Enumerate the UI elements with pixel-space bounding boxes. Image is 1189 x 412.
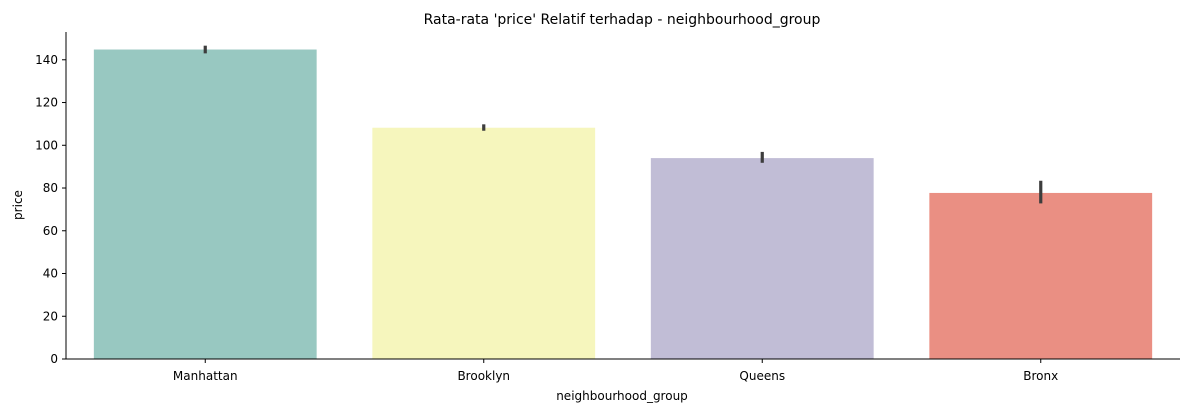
y-tick-label: 100 — [35, 138, 58, 152]
bar-brooklyn — [372, 127, 596, 359]
x-tick-label: Queens — [739, 369, 785, 383]
x-tick-label: Brooklyn — [457, 369, 510, 383]
y-tick-label: 80 — [43, 181, 58, 195]
error-bars-group — [203, 45, 1043, 204]
y-tick-label: 120 — [35, 96, 58, 110]
y-tick-label: 60 — [43, 224, 58, 238]
x-axis: Manhattan Brooklyn Queens Bronx — [66, 358, 1180, 383]
y-axis: 0 20 40 60 80 100 120 140 — [35, 32, 67, 366]
y-axis-label: price — [11, 190, 25, 220]
bars-group — [93, 49, 1153, 360]
bar-manhattan — [93, 49, 317, 360]
bar-bronx — [929, 192, 1153, 359]
x-tick-label: Bronx — [1023, 369, 1058, 383]
y-tick-label: 0 — [50, 352, 58, 366]
y-tick-label: 140 — [35, 53, 58, 67]
chart-title: Rata-rata 'price' Relatif terhadap - nei… — [424, 12, 821, 28]
y-tick-label: 40 — [43, 267, 58, 281]
x-axis-label: neighbourhood_group — [556, 389, 688, 403]
x-tick-label: Manhattan — [173, 369, 238, 383]
bar-queens — [650, 158, 874, 359]
y-tick-label: 20 — [43, 309, 58, 323]
